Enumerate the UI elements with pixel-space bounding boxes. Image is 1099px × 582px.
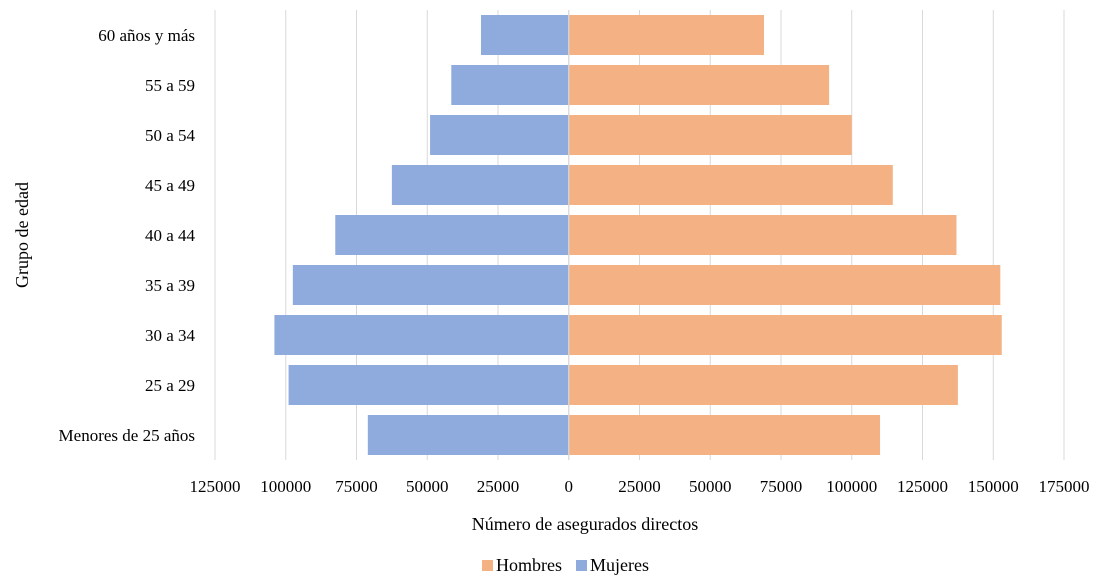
bar-mujeres-5 xyxy=(391,165,569,205)
bar-hombres-2 xyxy=(568,315,1002,355)
x-tick-labels: 125000 100000 75000 50000 25000 0 25000 50000 75… xyxy=(190,477,1090,496)
legend: Hombres Mujeres xyxy=(482,555,649,575)
x-tick-label: 50000 xyxy=(689,477,732,496)
y-tick-label: 50 a 54 xyxy=(145,126,196,145)
x-tick-label: 75000 xyxy=(760,477,803,496)
legend-swatch-hombres xyxy=(482,560,493,571)
legend-label-hombres: Hombres xyxy=(496,555,562,575)
y-tick-label: 55 a 59 xyxy=(145,76,195,95)
y-tick-labels: Menores de 25 años 25 a 29 30 a 34 35 a 39 4… xyxy=(59,26,196,445)
bar-hombres-0 xyxy=(568,415,881,455)
bar-mujeres-3 xyxy=(292,265,569,305)
y-tick-label: 30 a 34 xyxy=(145,326,196,345)
bar-mujeres-6 xyxy=(430,115,569,155)
bar-mujeres-2 xyxy=(274,315,569,355)
y-tick-label: Menores de 25 años xyxy=(59,426,195,445)
x-axis-title: Número de asegurados directos xyxy=(472,514,698,534)
x-tick-label: 75000 xyxy=(335,477,378,496)
x-tick-label: 100000 xyxy=(260,477,311,496)
y-tick-label: 25 a 29 xyxy=(145,376,195,395)
bar-mujeres-7 xyxy=(451,65,569,105)
x-tick-label: 175000 xyxy=(1039,477,1090,496)
legend-label-mujeres: Mujeres xyxy=(590,555,649,575)
y-tick-label: 45 a 49 xyxy=(145,176,195,195)
bar-mujeres-1 xyxy=(288,365,569,405)
y-tick-label: 35 a 39 xyxy=(145,276,195,295)
bar-hombres-3 xyxy=(568,265,1001,305)
bar-hombres-4 xyxy=(568,215,957,255)
bar-hombres-5 xyxy=(568,165,893,205)
bar-hombres-1 xyxy=(568,365,958,405)
legend-swatch-mujeres xyxy=(576,560,587,571)
bars xyxy=(274,15,1002,455)
x-tick-label: 25000 xyxy=(477,477,520,496)
x-tick-label: 25000 xyxy=(618,477,661,496)
x-tick-label: 0 xyxy=(565,477,574,496)
x-tick-label: 125000 xyxy=(897,477,948,496)
x-tick-label: 150000 xyxy=(968,477,1019,496)
y-tick-label: 40 a 44 xyxy=(145,226,196,245)
bar-mujeres-4 xyxy=(335,215,569,255)
bar-mujeres-8 xyxy=(481,15,569,55)
bar-hombres-8 xyxy=(568,15,765,55)
bar-hombres-6 xyxy=(568,115,852,155)
x-tick-label: 100000 xyxy=(826,477,877,496)
y-tick-label: 60 años y más xyxy=(98,26,195,45)
y-axis-title: Grupo de edad xyxy=(12,182,32,288)
bar-mujeres-0 xyxy=(367,415,569,455)
x-tick-label: 50000 xyxy=(406,477,449,496)
x-tick-label: 125000 xyxy=(190,477,241,496)
bar-hombres-7 xyxy=(568,65,830,105)
